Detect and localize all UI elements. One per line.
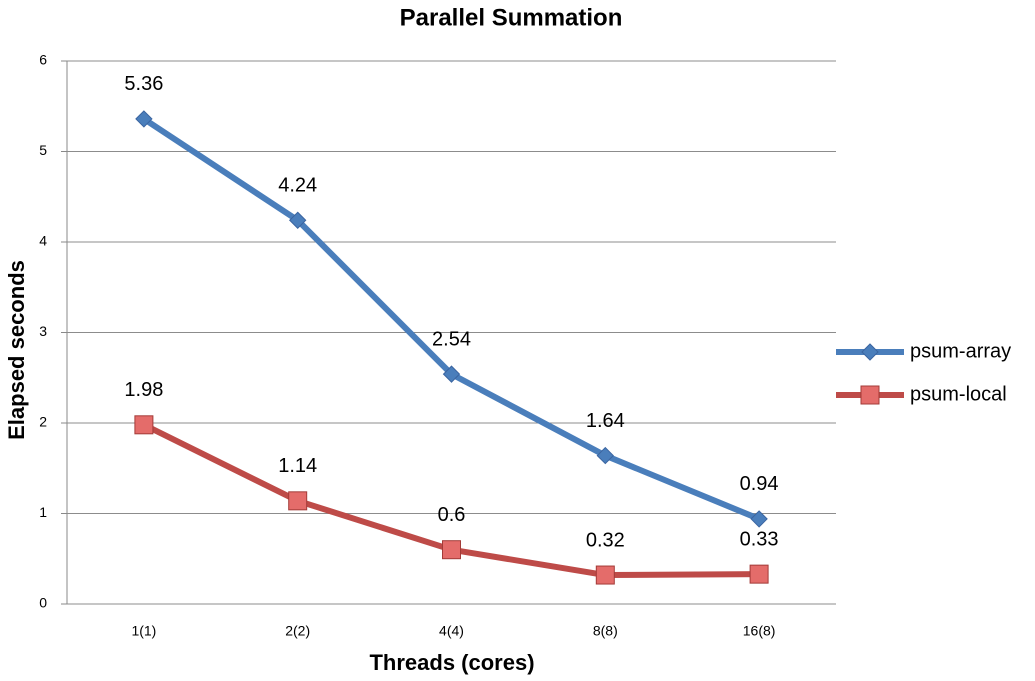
x-tick-label: 1(1) — [131, 623, 156, 639]
data-point — [595, 565, 615, 585]
data-label: 0.94 — [740, 473, 779, 495]
x-axis-title: Threads (cores) — [369, 650, 534, 675]
data-label: 2.54 — [432, 328, 471, 350]
data-label: 4.24 — [278, 175, 317, 197]
x-tick-label: 8(8) — [593, 623, 618, 639]
y-axis-title: Elapsed seconds — [4, 260, 29, 440]
y-tick-label: 0 — [39, 595, 47, 611]
legend-marker — [861, 343, 879, 361]
y-tick-label: 5 — [39, 142, 47, 158]
data-point — [288, 491, 308, 511]
data-point — [288, 211, 307, 229]
data-label: 5.36 — [124, 73, 163, 95]
data-label: 0.32 — [586, 529, 625, 551]
legend-marker — [860, 385, 880, 405]
y-tick-label: 3 — [39, 323, 47, 339]
data-label: 1.64 — [586, 410, 625, 432]
data-point — [750, 510, 768, 528]
data-point — [749, 564, 769, 584]
data-label: 1.98 — [124, 379, 163, 401]
y-tick-label: 1 — [39, 504, 47, 520]
x-tick-label: 16(8) — [743, 623, 776, 639]
data-label: 0.6 — [438, 504, 466, 526]
x-tick-label: 4(4) — [439, 623, 464, 639]
legend-label: psum-array — [910, 340, 1011, 362]
y-tick-label: 6 — [39, 52, 47, 68]
y-tick-label: 2 — [39, 414, 47, 430]
x-tick-label: 2(2) — [285, 623, 310, 639]
legend-label: psum-local — [910, 383, 1007, 405]
series-line — [142, 116, 761, 522]
data-point — [442, 365, 461, 383]
data-point — [596, 446, 615, 465]
chart-title: Parallel Summation — [400, 4, 623, 31]
data-label: 1.14 — [278, 455, 317, 477]
data-point — [442, 540, 461, 560]
y-tick-label: 4 — [39, 233, 47, 249]
data-point — [134, 415, 154, 435]
data-point — [135, 110, 153, 128]
data-label: 0.33 — [740, 528, 779, 550]
